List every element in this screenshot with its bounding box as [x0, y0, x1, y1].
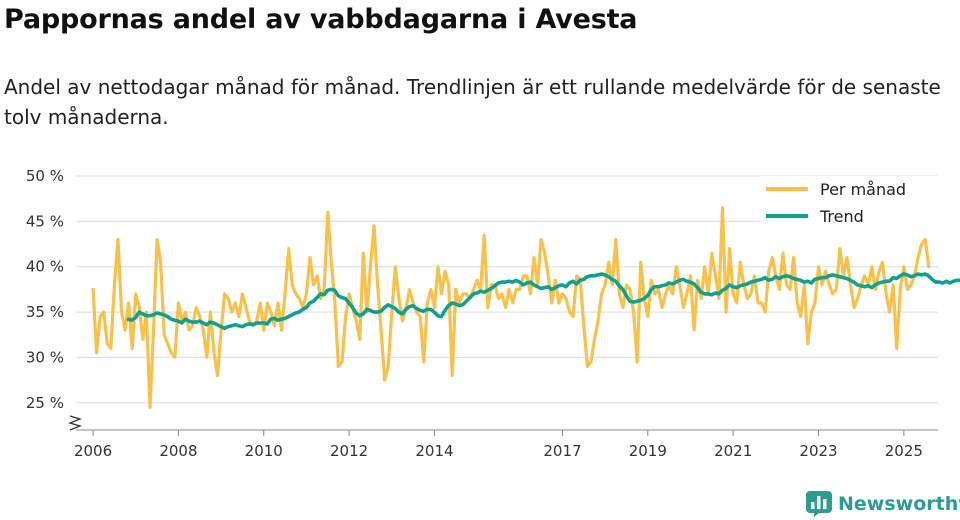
- legend[interactable]: Per månad Trend: [760, 176, 942, 232]
- series-line-trend: [126, 272, 960, 331]
- y-tick-label: 50 %: [26, 167, 64, 185]
- axis-break-icon: [68, 415, 82, 431]
- y-tick-label: 45 %: [26, 212, 64, 230]
- chart-title: Pappornas andel av vabbdagarna i Avesta: [4, 4, 638, 35]
- x-tick-label: 2023: [799, 442, 837, 460]
- bar-chart-icon: [806, 491, 832, 517]
- y-axis-labels: 25 % 30 % 35 % 40 % 45 % 50 %: [26, 167, 64, 412]
- legend-label-per-manad: Per månad: [820, 180, 906, 199]
- x-tick-label: 2010: [245, 442, 283, 460]
- y-tick-label: 40 %: [26, 258, 64, 276]
- x-tick-label: 2008: [159, 442, 197, 460]
- series-lines: [91, 206, 960, 409]
- x-axis: 2006 2008 2010 2012 2014 2017 2019 2021 2023 2025: [74, 429, 938, 460]
- x-tick-label: 2025: [885, 442, 923, 460]
- x-tick-label: 2019: [629, 442, 667, 460]
- chart-subtitle: Andel av nettodagar månad för månad. Tre…: [4, 75, 941, 129]
- brand-name: Newsworthy: [838, 493, 960, 515]
- y-tick-label: 25 %: [26, 394, 64, 412]
- series-line-per-manad: [91, 206, 931, 409]
- x-tick-label: 2021: [714, 442, 752, 460]
- legend-background: [760, 176, 942, 232]
- x-tick-label: 2012: [330, 442, 368, 460]
- legend-label-trend: Trend: [819, 207, 864, 226]
- y-tick-label: 30 %: [26, 348, 64, 366]
- y-tick-label: 35 %: [26, 303, 64, 321]
- newsworthy-logo[interactable]: Newsworthy: [806, 490, 960, 518]
- x-tick-label: 2014: [415, 442, 453, 460]
- x-tick-label: 2017: [543, 442, 581, 460]
- x-tick-label: 2006: [74, 442, 112, 460]
